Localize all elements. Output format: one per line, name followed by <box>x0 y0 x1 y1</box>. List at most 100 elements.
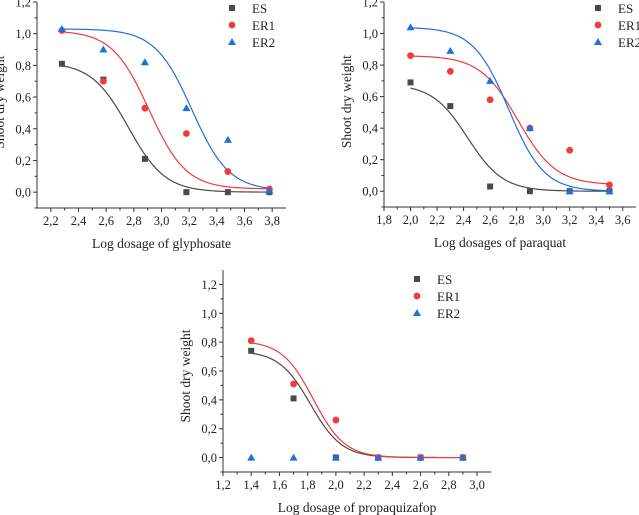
x-tick-label: 3,2 <box>562 213 578 227</box>
y-tick-label: 0,4 <box>362 122 378 136</box>
x-tick-label: 2,8 <box>509 213 525 227</box>
legend-marker-er1 <box>228 21 236 29</box>
data-point-er2 <box>99 45 108 53</box>
y-tick-label: 1,2 <box>15 0 31 10</box>
x-tick-label: 2,6 <box>482 213 498 227</box>
data-point-er1 <box>247 337 255 345</box>
y-tick-label: 0,8 <box>15 59 31 73</box>
x-tick-label: 2,4 <box>71 214 87 228</box>
y-tick-label: 0,2 <box>15 154 31 168</box>
x-tick-label: 2,0 <box>403 213 419 227</box>
data-point-er1 <box>407 52 414 60</box>
x-tick-label: 3,0 <box>469 478 485 492</box>
x-tick-label: 1,8 <box>376 213 392 227</box>
data-point-er2 <box>265 186 274 194</box>
x-tick-label: 2,2 <box>43 214 59 228</box>
x-axis-title: Log dosage of glyphosate <box>92 236 231 251</box>
x-tick-label: 2,0 <box>328 478 344 492</box>
legend-label-er2: ER2 <box>437 306 460 321</box>
propaquizafop-chart: 1,2 1,4 1,6 1,8 2,0 2,2 2,4 2,6 2,8 3,0 0,0 0,2 0,4 0… <box>178 270 492 515</box>
legend-label-er2: ER2 <box>618 35 639 50</box>
y-tick-label: 1,0 <box>362 27 378 41</box>
fit-curve-er1 <box>61 31 270 190</box>
data-point-er1 <box>224 168 232 175</box>
data-point-er2 <box>223 135 232 143</box>
legend-marker-er1 <box>594 21 602 29</box>
data-point-es <box>447 103 454 110</box>
x-tick-label: 2,8 <box>441 478 457 492</box>
legend-label-es: ES <box>252 1 267 16</box>
legend-marker-es <box>414 276 420 282</box>
data-point-er1 <box>332 416 340 424</box>
data-point-er2 <box>458 453 467 461</box>
fit-curve-er2 <box>61 28 270 189</box>
x-axis-title: Log dosages of paraquat <box>434 235 567 250</box>
x-tick-label: 2,6 <box>413 478 429 492</box>
data-point-er1 <box>141 104 149 112</box>
y-tick-label: 0,8 <box>362 59 378 73</box>
x-tick-label: 2,2 <box>429 213 445 227</box>
data-point-es <box>224 189 231 196</box>
data-point-er1 <box>290 380 297 388</box>
data-point-er2 <box>446 46 455 54</box>
y-tick-label: 0,2 <box>362 153 378 167</box>
x-tick-label: 3,0 <box>154 214 170 228</box>
x-tick-label: 2,8 <box>126 214 142 228</box>
legend-marker-es <box>595 5 601 11</box>
fit-curve-er1 <box>251 342 463 459</box>
legend-label-er1: ER1 <box>618 18 639 33</box>
legend-marker-er2 <box>594 38 602 45</box>
legend-label-er2: ER2 <box>252 35 275 50</box>
y-tick-label: 0,6 <box>362 90 378 104</box>
x-tick-label: 3,8 <box>264 214 280 228</box>
legend-marker-er2 <box>413 309 421 316</box>
x-tick-label: 2,2 <box>356 478 372 492</box>
data-point-er2 <box>140 58 149 66</box>
glyphosate-chart: 2,2 2,4 2,6 2,8 3,0 3,2 3,4 3,6 3,8 0,0 0,2 0,4 0,6 0… <box>0 0 286 251</box>
x-tick-label: 3,0 <box>535 213 551 227</box>
y-tick-label: 0,6 <box>15 91 31 105</box>
fit-curve-es <box>251 352 463 459</box>
y-tick-label: 1,0 <box>15 27 31 41</box>
legend-label-es: ES <box>618 1 633 16</box>
data-point-es <box>141 155 148 162</box>
x-tick-label: 1,2 <box>215 478 231 492</box>
y-axis-title: Shoot dry weight <box>339 55 354 148</box>
y-axis-title: Shoot dry weight <box>0 55 7 148</box>
data-point-er1 <box>446 67 454 75</box>
fit-curve-es <box>61 65 270 193</box>
x-tick-label: 3,4 <box>209 214 225 228</box>
legend-label-er1: ER1 <box>252 18 275 33</box>
x-tick-label: 2,6 <box>98 214 114 228</box>
data-point-er2 <box>289 453 298 461</box>
data-point-er2 <box>525 124 534 132</box>
y-tick-label: 1,2 <box>362 0 378 10</box>
data-point-er2 <box>374 453 383 461</box>
y-tick-label: 0,4 <box>15 122 31 136</box>
data-point-er2 <box>605 187 614 195</box>
data-point-er2 <box>416 453 425 461</box>
data-point-er2 <box>565 187 574 195</box>
x-tick-label: 1,4 <box>243 478 259 492</box>
data-point-es <box>290 395 297 402</box>
x-tick-label: 1,6 <box>272 478 288 492</box>
data-point-er2 <box>486 76 495 84</box>
x-tick-label: 2,4 <box>456 213 472 227</box>
y-tick-label: 0,4 <box>201 393 217 407</box>
y-tick-label: 0,0 <box>15 186 31 200</box>
y-tick-label: 1,0 <box>201 307 217 321</box>
data-point-es <box>183 189 190 196</box>
data-point-er2 <box>331 453 340 461</box>
x-tick-label: 2,4 <box>385 478 401 492</box>
fit-curve-er1 <box>410 55 610 185</box>
data-point-es <box>407 79 414 86</box>
x-tick-label: 3,6 <box>615 213 631 227</box>
x-tick-label: 3,4 <box>588 213 604 227</box>
data-point-er2 <box>406 23 415 31</box>
data-point-er1 <box>566 146 574 154</box>
y-tick-label: 0,0 <box>201 451 217 465</box>
legend-label-er1: ER1 <box>437 289 460 304</box>
y-tick-label: 0,6 <box>201 365 217 379</box>
y-tick-label: 1,2 <box>201 278 217 292</box>
